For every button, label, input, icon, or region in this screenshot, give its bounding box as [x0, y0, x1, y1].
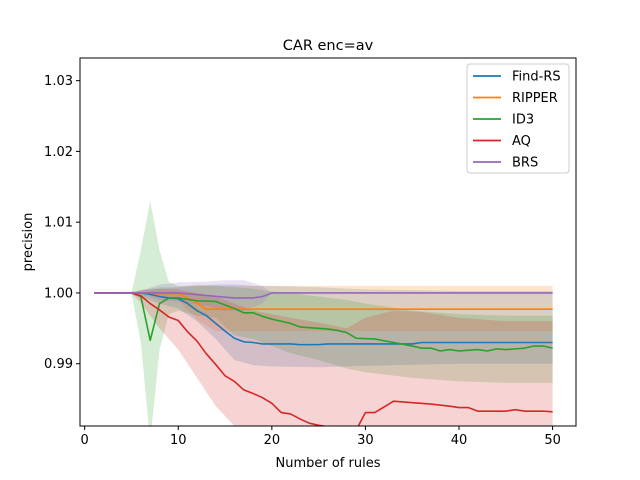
legend-box — [466, 63, 570, 174]
x-tick-label: 30 — [357, 433, 374, 448]
legend-label-ripper: RIPPER — [512, 91, 558, 106]
series-line-id3 — [94, 292, 553, 352]
series-lines — [94, 292, 553, 426]
series-line-aq — [94, 292, 553, 426]
band-id3 — [94, 200, 553, 426]
x-tick-label: 40 — [451, 433, 468, 448]
x-tick-label: 0 — [81, 433, 89, 448]
y-tick-label: 1.00 — [44, 286, 73, 301]
x-axis-label: Number of rules — [276, 456, 381, 471]
confidence-bands — [94, 200, 553, 426]
y-tick-label: 1.03 — [44, 74, 73, 89]
plot-frame — [79, 57, 577, 427]
legend-label-find-rs: Find-RS — [512, 70, 561, 85]
y-axis-label: precision — [21, 213, 36, 272]
band-brs — [94, 280, 553, 311]
y-tick-label: 1.02 — [44, 145, 73, 160]
legend-label-brs: BRS — [512, 156, 538, 171]
x-axis-ticks: 0 10 20 30 40 50 — [81, 426, 561, 448]
band-aq — [94, 288, 553, 426]
x-tick-label: 50 — [544, 433, 561, 448]
series-line-brs — [94, 292, 553, 299]
legend-label-aq: AQ — [512, 134, 531, 149]
y-axis-ticks: 0.99 1.00 1.01 1.02 1.03 — [44, 74, 80, 372]
band-find-rs — [94, 284, 553, 368]
legend-label-id3: ID3 — [512, 113, 534, 128]
legend: Find-RS RIPPER ID3 AQ BRS — [466, 63, 570, 174]
x-tick-label: 10 — [170, 433, 187, 448]
y-tick-label: 0.99 — [44, 357, 73, 372]
series-line-find-rs — [94, 292, 553, 346]
chart-title: CAR enc=av — [283, 38, 374, 54]
x-tick-label: 20 — [264, 433, 281, 448]
y-tick-label: 1.01 — [44, 216, 73, 231]
